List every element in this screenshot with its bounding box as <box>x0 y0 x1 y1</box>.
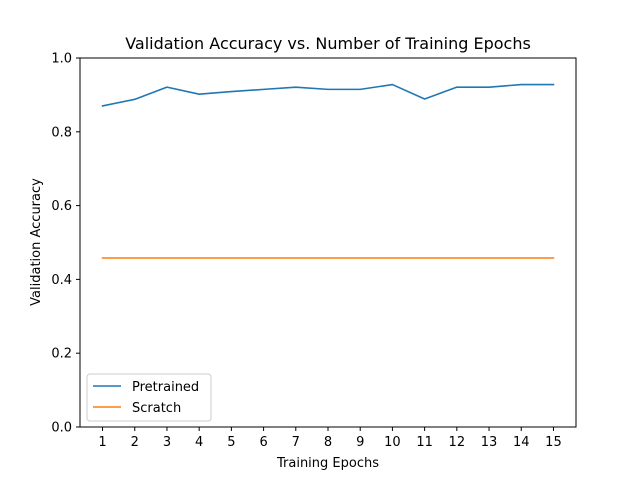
plot-area-frame <box>79 57 577 428</box>
x-tick-label: 10 <box>384 435 401 450</box>
x-axis: 1 2 3 4 5 6 7 8 9 10 11 12 13 14 15 <box>98 427 562 450</box>
legend: Pretrained Scratch <box>86 373 212 422</box>
x-tick-label: 2 <box>131 435 139 450</box>
x-tick-label: 9 <box>356 435 364 450</box>
x-tick-label: 1 <box>98 435 106 450</box>
y-tick-label: 0.6 <box>51 199 72 214</box>
x-tick-label: 14 <box>513 435 530 450</box>
plot-lines <box>101 83 555 259</box>
legend-label: Scratch <box>132 401 181 416</box>
x-tick-label: 7 <box>292 435 300 450</box>
y-tick-label: 0.4 <box>51 273 72 288</box>
y-tick-label: 0.8 <box>51 125 72 140</box>
x-tick-label: 11 <box>416 435 433 450</box>
chart-title: Validation Accuracy vs. Number of Traini… <box>125 34 531 53</box>
x-tick-label: 12 <box>449 435 466 450</box>
x-tick-label: 3 <box>163 435 171 450</box>
series-line-pretrained <box>101 83 555 107</box>
x-tick-label: 13 <box>481 435 498 450</box>
x-axis-label: Training Epochs <box>276 456 379 471</box>
x-tick-label: 8 <box>324 435 332 450</box>
y-axis-label: Validation Accuracy <box>29 178 44 306</box>
y-tick-label: 0.2 <box>51 347 72 362</box>
legend-label: Pretrained <box>132 380 199 395</box>
y-tick-label: 0.0 <box>51 421 72 436</box>
x-tick-label: 15 <box>545 435 562 450</box>
x-tick-label: 5 <box>227 435 235 450</box>
y-tick-label: 1.0 <box>51 52 72 67</box>
y-axis: 0.0 0.2 0.4 0.6 0.8 1.0 <box>51 52 80 436</box>
x-tick-label: 6 <box>259 435 267 450</box>
x-tick-label: 4 <box>195 435 203 450</box>
